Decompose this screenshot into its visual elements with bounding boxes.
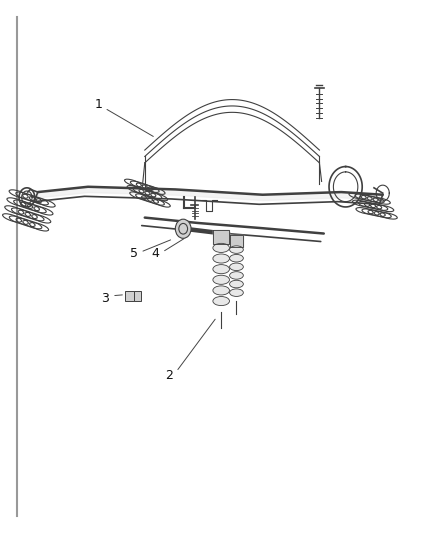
Ellipse shape bbox=[213, 244, 230, 253]
Ellipse shape bbox=[230, 280, 244, 288]
Ellipse shape bbox=[230, 289, 244, 296]
FancyBboxPatch shape bbox=[125, 291, 134, 301]
Ellipse shape bbox=[213, 264, 230, 274]
Circle shape bbox=[175, 219, 191, 238]
Ellipse shape bbox=[213, 286, 230, 295]
Text: 2: 2 bbox=[165, 369, 173, 382]
Ellipse shape bbox=[230, 263, 244, 271]
Text: 3: 3 bbox=[102, 292, 110, 305]
Ellipse shape bbox=[230, 246, 244, 253]
Ellipse shape bbox=[213, 254, 230, 263]
Text: 1: 1 bbox=[95, 98, 103, 111]
Ellipse shape bbox=[230, 272, 244, 279]
Ellipse shape bbox=[230, 254, 244, 262]
Polygon shape bbox=[230, 235, 244, 247]
Ellipse shape bbox=[213, 275, 230, 284]
Polygon shape bbox=[213, 230, 230, 244]
Text: 5: 5 bbox=[130, 247, 138, 260]
Ellipse shape bbox=[213, 296, 230, 305]
Text: 4: 4 bbox=[152, 247, 159, 260]
FancyBboxPatch shape bbox=[134, 291, 141, 301]
